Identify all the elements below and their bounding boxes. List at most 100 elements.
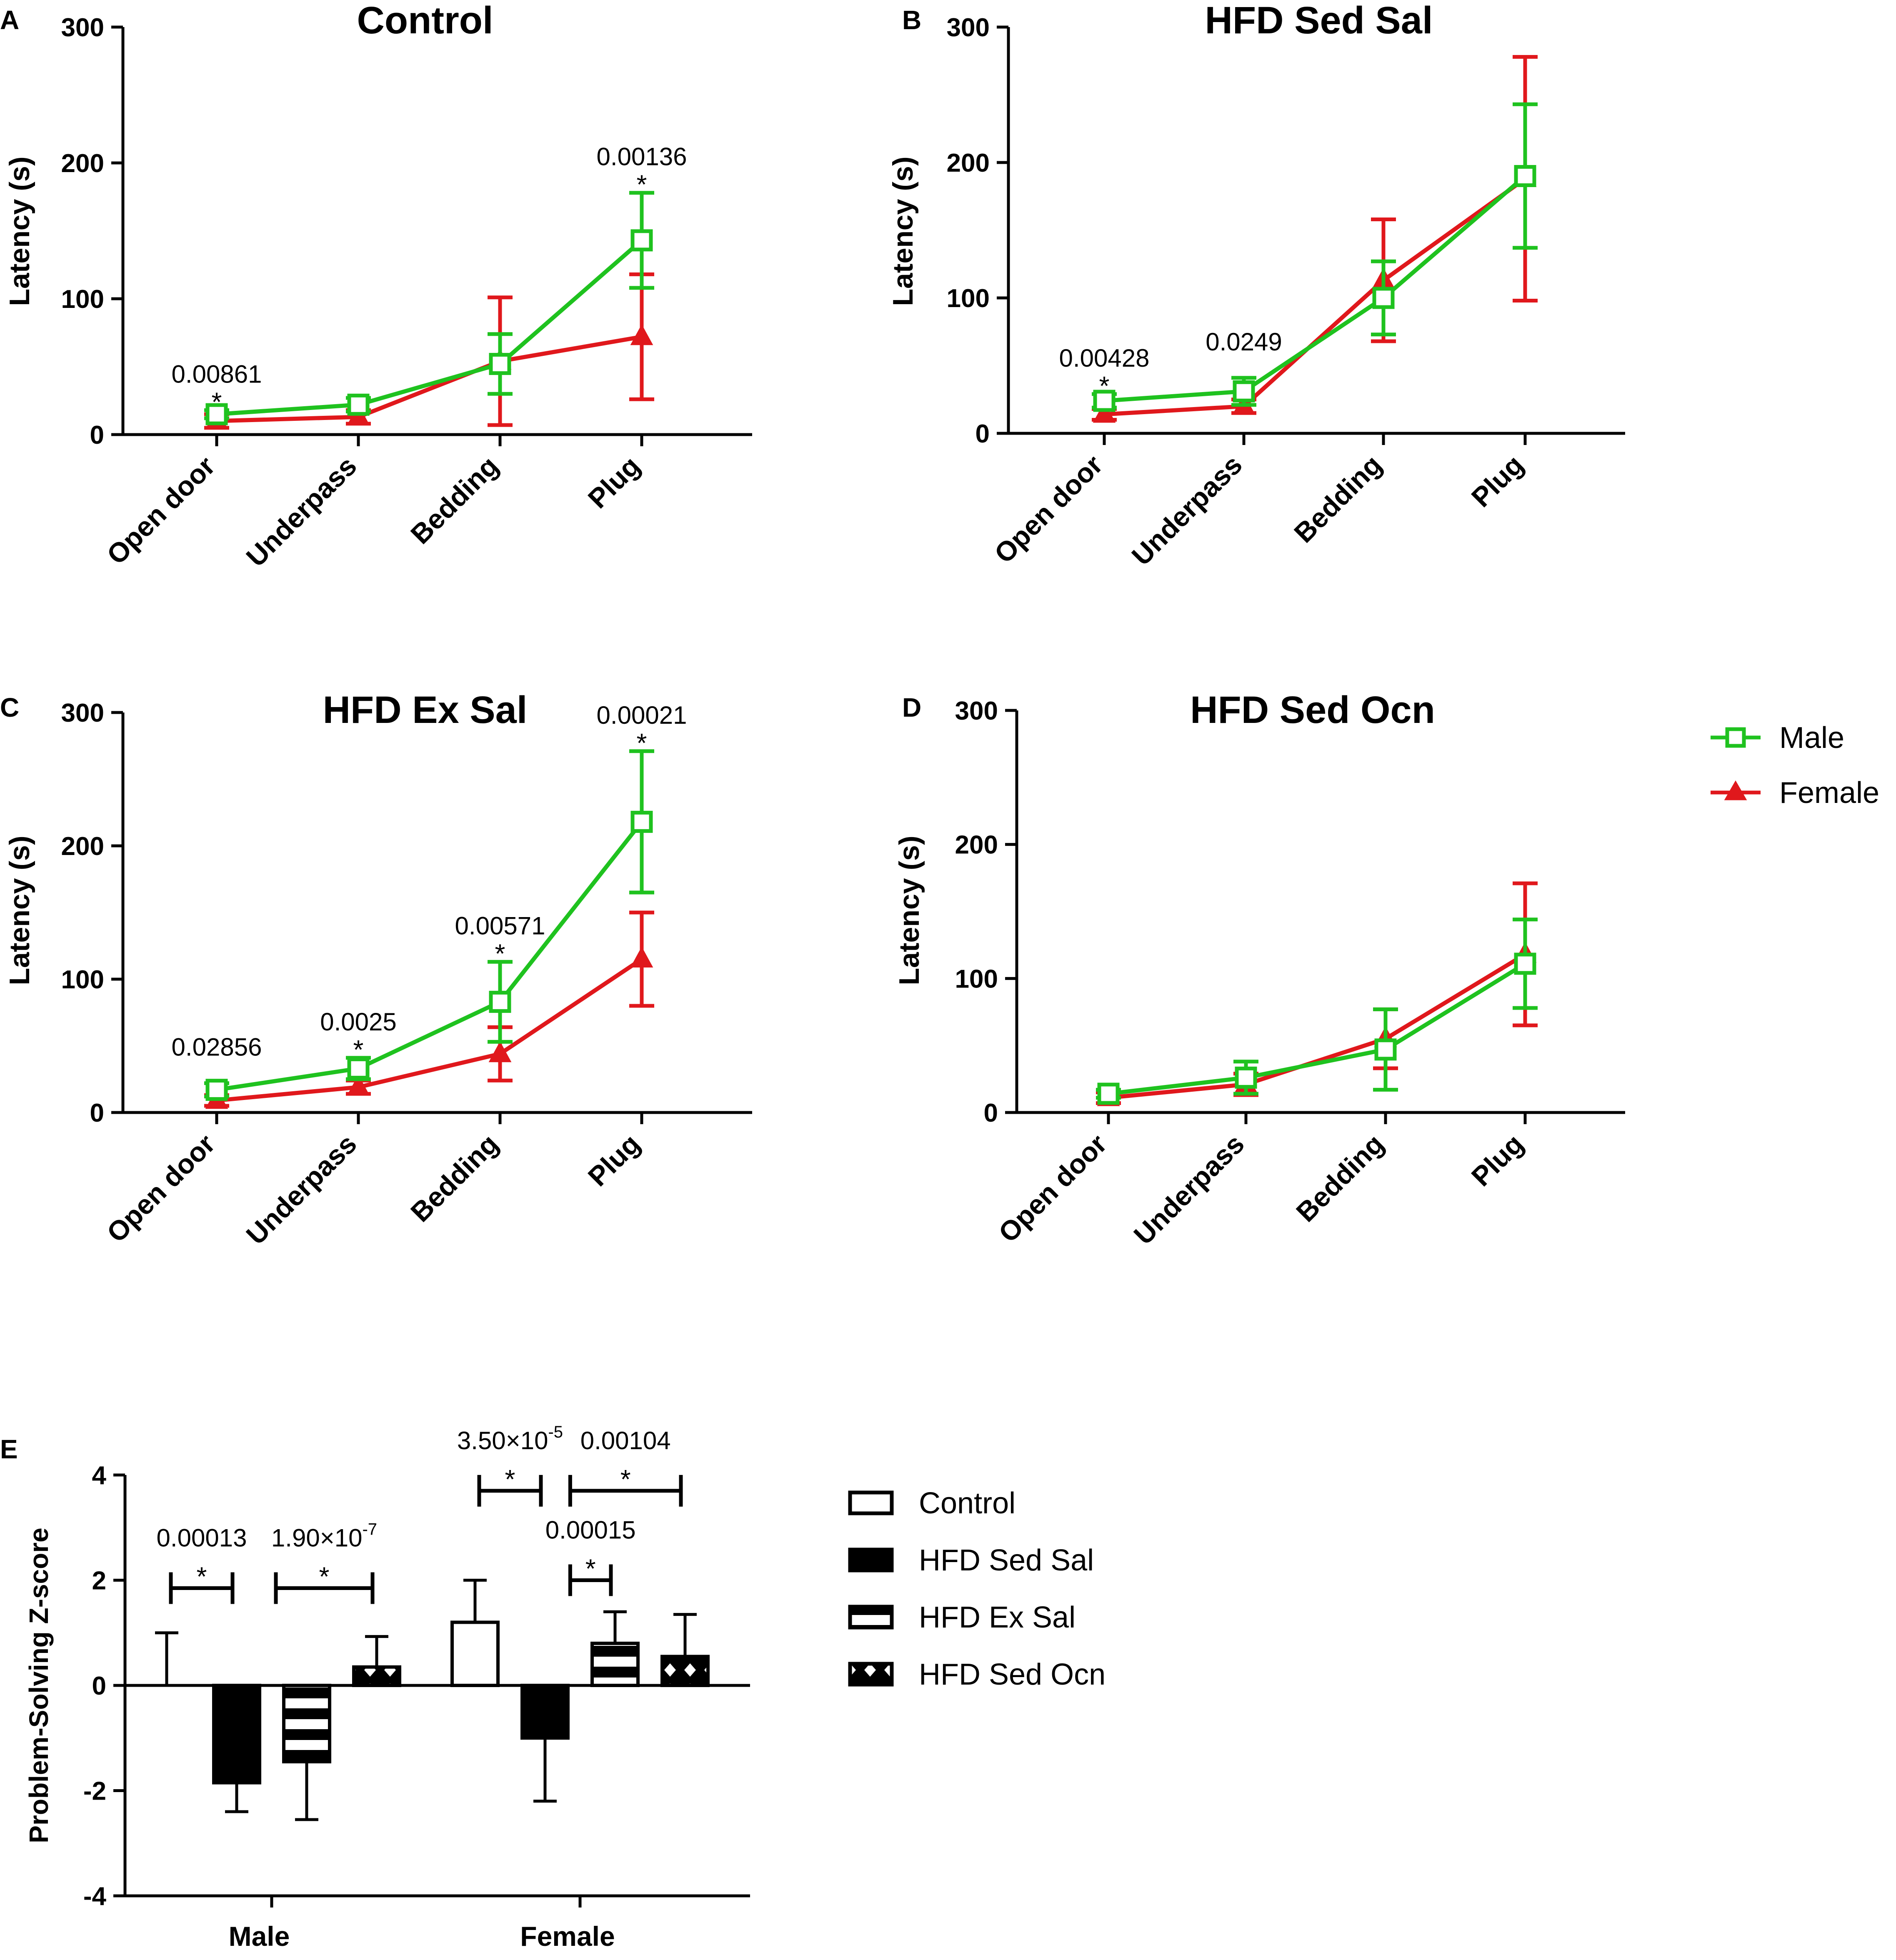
x-tick-label: Bedding <box>1290 1128 1390 1228</box>
panel-c-letter: C <box>0 692 19 722</box>
legend-male: Male <box>1711 721 1844 755</box>
x-tick-label: Plug <box>1465 449 1529 513</box>
panel-d: D HFD Sed Ocn Latency (s) 0 100 200 300 Open… <box>893 689 1625 1250</box>
point-female <box>1093 402 1116 423</box>
x-category-label: Female <box>520 1921 615 1952</box>
panel-c-title: HFD Ex Sal <box>323 689 528 731</box>
panel-c-ylabel: Latency (s) <box>4 836 35 985</box>
panel-d-title: HFD Sed Ocn <box>1190 689 1435 731</box>
significance-star: * <box>1099 371 1110 401</box>
y-tick-label: 200 <box>947 149 990 178</box>
x-tick-label: Open door <box>993 1128 1113 1248</box>
panel-a: A Control Latency (s) 0 100 200 300 Open doo… <box>0 0 752 572</box>
x-tick-label: Open door <box>988 449 1108 569</box>
y-tick-label: 300 <box>61 13 104 42</box>
point-male <box>1233 380 1255 402</box>
panel-d-plot: 0 100 200 300 Open door Underpass Bedding Plug <box>955 697 1625 1250</box>
y-tick-label: 0 <box>92 1672 106 1700</box>
point-male <box>205 1079 228 1101</box>
legend-female-label: Female <box>1779 776 1879 810</box>
significance-star: * <box>505 1464 515 1494</box>
p-value-exponent: -7 <box>362 1520 377 1538</box>
significance-star: * <box>319 1561 330 1591</box>
line-legend: Male Female <box>1711 721 1879 810</box>
point-male <box>347 1057 370 1080</box>
point-male <box>1235 1066 1257 1089</box>
x-tick-label: Plug <box>582 450 645 514</box>
bar <box>352 1665 401 1687</box>
p-value-label: 0.0249 <box>1206 328 1282 356</box>
x-category-label: Male <box>229 1921 290 1952</box>
legend-item: HFD Sed Sal <box>848 1544 1094 1577</box>
x-tick-label: Bedding <box>405 1128 504 1228</box>
legend-male-label: Male <box>1779 721 1844 755</box>
legend-label: HFD Sed Sal <box>919 1544 1094 1577</box>
legend-male-marker <box>1725 727 1746 748</box>
legend-item: HFD Ex Sal <box>848 1601 1076 1634</box>
significance-star: * <box>212 387 222 417</box>
y-tick-label: 200 <box>61 149 104 178</box>
p-value-label: 3.50×10-5 <box>457 1423 563 1455</box>
point-male <box>1514 165 1536 187</box>
p-value-label: 0.00104 <box>580 1427 671 1455</box>
p-value-label: 1.90×10-7 <box>271 1520 377 1552</box>
point-female <box>488 1041 512 1062</box>
panel-a-ylabel: Latency (s) <box>4 157 35 306</box>
bar <box>450 1620 500 1687</box>
point-male <box>489 990 511 1013</box>
point-male <box>205 403 228 425</box>
bar <box>520 1684 570 1740</box>
legend-female-marker <box>1724 780 1747 800</box>
y-tick-label: 200 <box>955 831 998 860</box>
p-value-label: 0.00136 <box>597 143 687 171</box>
series-line-female <box>1104 177 1526 417</box>
x-tick-label: Underpass <box>1126 449 1248 572</box>
p-value-label: 0.00015 <box>545 1516 636 1544</box>
legend-label: HFD Ex Sal <box>919 1601 1076 1634</box>
significance-star: * <box>495 938 505 968</box>
series-line-female <box>216 957 643 1103</box>
point-male <box>630 810 653 833</box>
x-tick-label: Bedding <box>405 450 504 550</box>
x-tick-label: Underpass <box>240 450 363 573</box>
point-male <box>1374 1038 1397 1061</box>
series-line-male <box>1104 174 1527 403</box>
legend-swatch <box>848 1548 894 1572</box>
y-tick-label: 0 <box>90 421 104 450</box>
point-male <box>1097 1082 1120 1105</box>
significance-star: * <box>353 1035 364 1065</box>
x-tick-label: Bedding <box>1288 449 1388 549</box>
panel-a-title: Control <box>357 0 493 42</box>
panel-d-letter: D <box>902 692 921 722</box>
point-female <box>630 324 653 345</box>
y-tick-label: 300 <box>955 697 998 725</box>
x-tick-label: Plug <box>582 1128 645 1192</box>
legend-item: HFD Sed Ocn <box>848 1658 1106 1691</box>
panel-e: E Problem-Solving Z-score -4 -2 0 2 4 Male Fem… <box>0 1423 750 1952</box>
bar-legend: Control HFD Sed Sal HFD Ex Sal HFD Sed Ocn <box>848 1487 1106 1691</box>
y-tick-label: 100 <box>61 285 104 314</box>
legend-female: Female <box>1711 776 1879 810</box>
panel-b-plot: 0 100 200 300 Open door Underpass Bedding Plug *… <box>947 13 1625 571</box>
y-tick-label: 300 <box>947 13 990 42</box>
point-male <box>1093 390 1116 412</box>
y-tick-label: 2 <box>92 1567 106 1595</box>
point-male <box>1372 287 1395 309</box>
significance-star: * <box>197 1561 207 1591</box>
bar <box>282 1684 331 1764</box>
point-male <box>489 352 511 375</box>
p-value-label: 0.00428 <box>1059 344 1150 372</box>
panel-c: C HFD Ex Sal Latency (s) 0 100 200 300 Open … <box>0 689 752 1250</box>
significance-star: * <box>637 170 647 200</box>
y-tick-label: 0 <box>984 1099 998 1128</box>
y-tick-label: -2 <box>83 1777 106 1806</box>
legend-label: HFD Sed Ocn <box>919 1658 1106 1691</box>
y-tick-label: 200 <box>61 832 104 861</box>
bar <box>590 1642 640 1687</box>
series-line-female <box>216 335 642 423</box>
y-tick-label: -4 <box>83 1882 107 1911</box>
x-tick-label: Open door <box>101 1128 221 1248</box>
panel-b: B HFD Sed Sal Latency (s) 0 100 200 300 Open… <box>887 0 1625 571</box>
y-tick-label: 4 <box>92 1461 107 1490</box>
